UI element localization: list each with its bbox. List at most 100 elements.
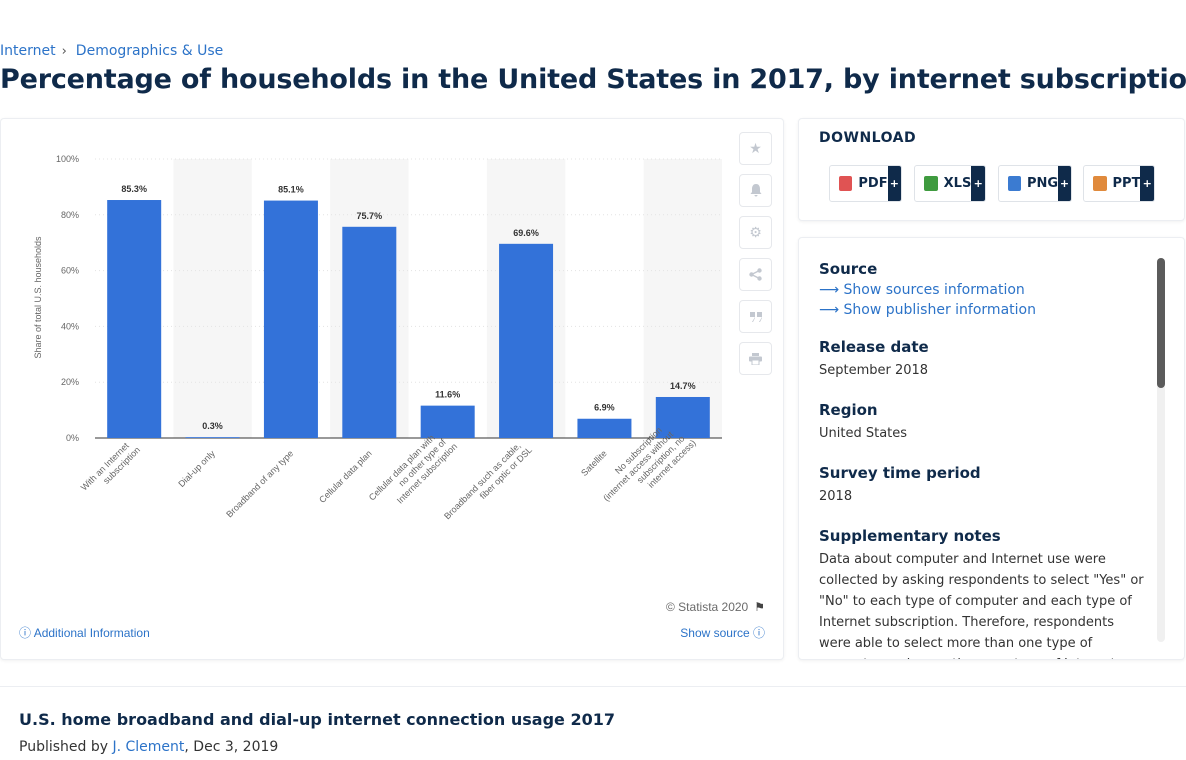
source-heading: Source [819, 260, 878, 278]
download-pdf-button[interactable]: PDF + [829, 165, 902, 202]
x-tick-label: Broadband of any type [224, 448, 295, 519]
supplementary-notes-heading: Supplementary notes [819, 527, 1001, 545]
xls-plus-button[interactable]: + [971, 166, 985, 201]
y-tick-label: 20% [61, 377, 79, 387]
breadcrumb: Internet › Demographics & Use [0, 43, 223, 59]
arrow-right-icon: ⟶ [819, 282, 844, 298]
x-tick-label: Dial-up only [176, 448, 217, 489]
png-file-icon [1008, 176, 1021, 191]
show-publisher-label: Show publisher information [843, 302, 1036, 318]
x-tick-label-line: Satellite [579, 448, 609, 478]
arrow-right-icon: ⟶ [819, 302, 844, 318]
show-source-link[interactable]: Show source ⓘ [680, 624, 765, 641]
published-by-label: Published by [19, 739, 113, 755]
scroll-thumb[interactable] [1157, 258, 1165, 388]
bar-value-label: 69.6% [513, 228, 539, 238]
share-button[interactable] [739, 258, 772, 291]
settings-button[interactable]: ⚙ [739, 216, 772, 249]
bell-icon [750, 184, 761, 197]
supplementary-notes-value: Data about computer and Internet use wer… [819, 552, 1144, 659]
y-tick-label: 80% [61, 210, 79, 220]
additional-information-link[interactable]: ⓘ Additional Information [19, 624, 150, 641]
release-date-value: September 2018 [819, 363, 929, 378]
x-tick-label-line: Dial-up only [176, 448, 217, 489]
quote-icon [749, 311, 762, 322]
bar-value-label: 0.3% [202, 421, 223, 431]
additional-information-label: Additional Information [33, 626, 150, 640]
bar-value-label: 11.6% [435, 390, 460, 400]
bar-value-label: 6.9% [594, 403, 615, 413]
bar [577, 418, 632, 438]
xls-label: XLS [943, 176, 972, 191]
copyright-text: © Statista 2020 [666, 600, 749, 614]
print-button[interactable] [739, 342, 772, 375]
breadcrumb-internet-link[interactable]: Internet [0, 43, 56, 59]
y-tick-label: 40% [61, 321, 79, 331]
related-statistic-title[interactable]: U.S. home broadband and dial-up internet… [19, 710, 615, 729]
x-tick-label: With an Internetsubscription [79, 437, 142, 500]
png-plus-button[interactable]: + [1058, 166, 1071, 201]
divider [0, 686, 1186, 687]
related-statistic-meta: Published by J. Clement, Dec 3, 2019 [19, 739, 278, 755]
column-band [643, 159, 722, 438]
pdf-file-icon [839, 176, 853, 191]
flag-icon[interactable]: ⚑ [754, 600, 765, 614]
ppt-file-icon [1093, 176, 1107, 191]
bar [420, 405, 475, 438]
xls-file-icon [924, 176, 938, 191]
region-heading: Region [819, 401, 878, 419]
bar [107, 200, 162, 438]
x-tick-label-line: Cellular data plan [317, 448, 374, 505]
png-label: PNG [1026, 176, 1059, 191]
y-tick-label: 60% [61, 266, 79, 276]
y-tick-label: 100% [56, 154, 79, 164]
printer-icon [749, 352, 762, 365]
publish-date: , Dec 3, 2019 [184, 739, 279, 755]
x-tick-label: Cellular data plan withno other type ofI… [367, 426, 459, 518]
x-tick-label: Satellite [579, 448, 609, 478]
bar [342, 226, 397, 438]
show-source-label: Show source [680, 626, 750, 640]
download-ppt-button[interactable]: PPT + [1083, 165, 1155, 202]
ppt-plus-button[interactable]: + [1140, 166, 1154, 201]
y-tick-label: 0% [66, 433, 79, 443]
bar-value-label: 85.1% [278, 185, 304, 195]
author-link[interactable]: J. Clement [112, 739, 185, 755]
info-content: Source ⟶ Show sources information ⟶ Show… [819, 260, 1149, 659]
chart-copyright: © Statista 2020 ⚑ [666, 600, 765, 614]
cite-button[interactable] [739, 300, 772, 333]
show-sources-label: Show sources information [843, 282, 1025, 298]
chart-card: 0% 20% 40% 60% 80% 100% Share of total U.S. ho… [0, 118, 784, 660]
x-tick-label: Cellular data plan [317, 448, 374, 505]
download-card: DOWNLOAD PDF + XLS + PNG + PPT + [798, 118, 1185, 221]
pdf-label: PDF [858, 176, 888, 191]
info-scrollbar[interactable] [1157, 258, 1165, 642]
ppt-label: PPT [1112, 176, 1141, 191]
chevron-right-icon: › [61, 43, 67, 59]
bar [499, 243, 554, 438]
info-circle-icon: ⓘ [752, 626, 765, 640]
bar [185, 437, 240, 438]
survey-period-value: 2018 [819, 489, 853, 504]
star-icon: ★ [749, 140, 762, 157]
bar-chart: 0% 20% 40% 60% 80% 100% Share of total U.S. ho… [33, 154, 722, 521]
survey-period-heading: Survey time period [819, 464, 981, 482]
bar-value-label: 75.7% [357, 211, 383, 221]
bar-value-label: 85.3% [121, 184, 147, 194]
page-title: Percentage of households in the United S… [0, 64, 1186, 95]
info-circle-icon: ⓘ [19, 626, 32, 640]
download-png-button[interactable]: PNG + [998, 165, 1072, 202]
share-icon [749, 268, 762, 281]
pdf-plus-button[interactable]: + [887, 166, 901, 201]
show-sources-link[interactable]: ⟶ Show sources information [819, 282, 1149, 298]
y-axis-title: Share of total U.S. households [33, 236, 43, 359]
favorite-star-button[interactable]: ★ [739, 132, 772, 165]
download-xls-button[interactable]: XLS + [914, 165, 986, 202]
breadcrumb-demographics-link[interactable]: Demographics & Use [75, 43, 224, 59]
notification-button[interactable] [739, 174, 772, 207]
region-value: United States [819, 426, 908, 441]
chart-toolbar: ★ ⚙ [739, 132, 773, 384]
show-publisher-link[interactable]: ⟶ Show publisher information [819, 302, 1149, 318]
bar [263, 200, 318, 438]
statistic-info-card: Source ⟶ Show sources information ⟶ Show… [798, 237, 1185, 660]
